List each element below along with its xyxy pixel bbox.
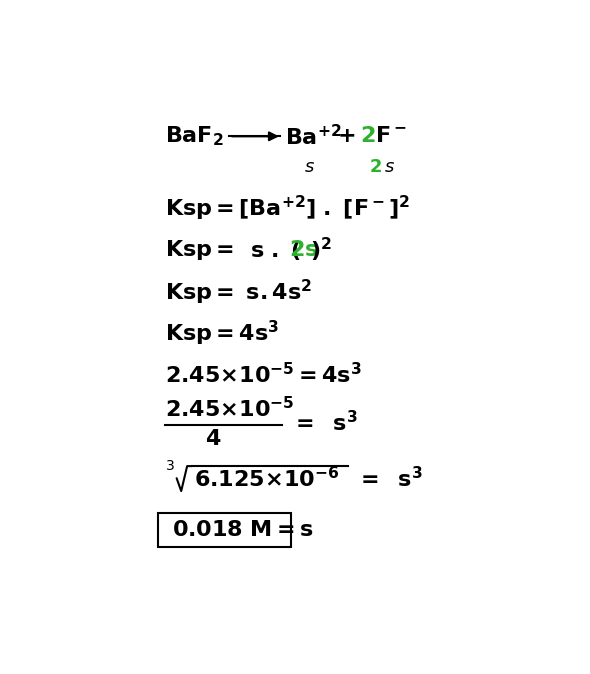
Text: $\mathbf{2}$: $\mathbf{2}$ [369, 158, 382, 176]
Text: $\mathbf{Ba^{+2}}$: $\mathbf{Ba^{+2}}$ [285, 124, 342, 149]
Text: $\mathbf{F^-}$: $\mathbf{F^-}$ [375, 126, 407, 146]
Text: $s$: $s$ [304, 158, 314, 176]
Text: $\mathbf{+}$: $\mathbf{+}$ [337, 126, 355, 146]
Text: $\mathbf{Ksp = [Ba^{+2}]\ .\ [F^-]^2}$: $\mathbf{Ksp = [Ba^{+2}]\ .\ [F^-]^2}$ [165, 193, 411, 222]
Text: $\mathbf{2}$: $\mathbf{2}$ [359, 126, 375, 146]
Text: $\mathbf{Ksp =\ s.4s^2}$: $\mathbf{Ksp =\ s.4s^2}$ [165, 278, 313, 307]
Text: $\mathbf{2.45{\times}10^{-5}}$: $\mathbf{2.45{\times}10^{-5}}$ [165, 396, 294, 421]
Text: $\mathbf{)^2}$: $\mathbf{)^2}$ [310, 236, 332, 264]
Text: $\mathbf{0.018\ M = s}$: $\mathbf{0.018\ M = s}$ [172, 520, 313, 540]
Text: $\mathbf{BaF_2}$: $\mathbf{BaF_2}$ [165, 125, 224, 148]
Text: $\mathbf{2.45{\times}10^{-5} = 4s^3}$: $\mathbf{2.45{\times}10^{-5} = 4s^3}$ [165, 362, 362, 387]
Text: $\mathbf{=\ \ s^3}$: $\mathbf{=\ \ s^3}$ [291, 410, 358, 435]
Text: $\mathbf{4}$: $\mathbf{4}$ [205, 429, 221, 449]
Text: $\mathbf{Ksp =}$: $\mathbf{Ksp =}$ [165, 239, 234, 262]
Text: $\mathbf{6.125{\times}10^{-6}}$: $\mathbf{6.125{\times}10^{-6}}$ [194, 466, 339, 491]
Text: $\mathbf{=\ \ s^3}$: $\mathbf{=\ \ s^3}$ [356, 466, 423, 491]
Text: $3$: $3$ [165, 458, 175, 472]
FancyBboxPatch shape [158, 513, 291, 547]
Text: $\mathbf{s\ .\ (}$: $\mathbf{s\ .\ (}$ [250, 239, 301, 262]
Text: $\mathbf{2s}$: $\mathbf{2s}$ [289, 240, 319, 260]
Text: $\mathbf{Ksp = 4s^3}$: $\mathbf{Ksp = 4s^3}$ [165, 319, 279, 348]
Text: $s$: $s$ [384, 158, 395, 176]
